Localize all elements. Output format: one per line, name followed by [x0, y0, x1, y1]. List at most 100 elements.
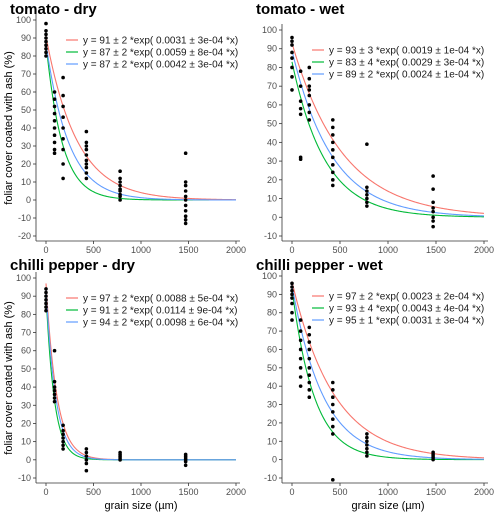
data-point	[84, 162, 89, 166]
legend-label: y = 87 ± 2 *exp( 0.0042 ± 3e-04 *x)	[83, 60, 238, 71]
data-point	[365, 204, 369, 208]
data-point	[183, 209, 188, 213]
data-point	[298, 69, 303, 73]
data-point	[290, 50, 294, 55]
y-tick-label: 0	[272, 212, 277, 222]
y-tick-label: 30	[21, 141, 31, 151]
data-point	[298, 366, 303, 370]
fit-curve-1	[291, 281, 485, 459]
panel-1: tomato - dry -20 -10 0 10 20 30 40 50 60 70 80 90 100…	[3, 1, 246, 255]
data-point	[331, 395, 335, 400]
data-point	[365, 185, 369, 190]
panel-title: chilli pepper - wet	[256, 257, 383, 274]
data-point	[44, 32, 48, 37]
data-point	[290, 56, 294, 60]
data-point	[183, 183, 188, 188]
y-tick-label: 60	[21, 87, 31, 97]
data-point	[431, 206, 435, 210]
data-point	[61, 423, 65, 428]
x-axis-label: grain size (µm)	[105, 500, 178, 512]
data-point	[84, 171, 89, 175]
data-point	[298, 106, 303, 111]
y-tick-label: 90	[21, 291, 31, 301]
data-point	[52, 348, 57, 353]
legend-label: y = 87 ± 2 *exp( 0.0059 ± 8e-04 *x)	[83, 48, 238, 59]
x-tick-label: 2000	[474, 245, 494, 255]
data-point	[52, 399, 57, 404]
data-point	[183, 221, 188, 226]
data-point	[290, 310, 294, 315]
data-point	[52, 126, 57, 130]
data-point	[44, 54, 48, 58]
data-point	[431, 224, 435, 229]
data-point	[298, 329, 303, 333]
data-point	[365, 196, 369, 201]
data-point	[61, 75, 65, 80]
data-point	[290, 35, 294, 40]
y-tick-label: -10	[264, 473, 277, 483]
data-point	[52, 104, 57, 109]
data-point	[307, 103, 312, 107]
data-point	[290, 296, 294, 300]
x-tick-label: 500	[86, 487, 101, 497]
data-point	[365, 193, 369, 197]
data-point	[183, 198, 188, 202]
data-point	[61, 104, 65, 109]
data-point	[84, 447, 89, 451]
data-point	[290, 292, 294, 297]
data-point	[44, 301, 48, 306]
x-tick-label: 0	[289, 487, 294, 497]
legend-label: y = 94 ± 2 *exp( 0.0098 ± 6e-04 *x)	[83, 318, 238, 329]
data-point	[290, 318, 294, 322]
y-tick-label: -20	[18, 231, 31, 241]
legend-label: y = 89 ± 2 *exp( 0.0024 ± 1e-04 *x)	[329, 70, 484, 81]
x-tick-label: 2000	[226, 487, 246, 497]
y-tick-label: 10	[21, 177, 31, 187]
x-tick-label: 1500	[178, 245, 198, 255]
y-tick-label: 80	[267, 62, 277, 72]
data-point	[298, 112, 303, 117]
data-point	[44, 50, 48, 55]
data-point	[290, 288, 294, 293]
fit-curve-3	[45, 43, 236, 201]
data-point	[307, 332, 312, 337]
data-point	[331, 380, 335, 385]
data-point	[331, 478, 335, 482]
panel-title: tomato - wet	[256, 1, 344, 18]
y-tick-label: 30	[267, 156, 277, 166]
x-tick-label: 1500	[178, 487, 198, 497]
data-point	[84, 129, 89, 134]
y-tick-label: 70	[267, 81, 277, 91]
data-point	[44, 29, 48, 33]
data-point	[84, 458, 89, 462]
y-tick-label: 30	[21, 400, 31, 410]
data-point	[118, 198, 122, 202]
y-tick-label: 50	[267, 119, 277, 129]
data-point	[44, 39, 48, 44]
data-point	[52, 396, 57, 400]
data-point	[118, 180, 122, 184]
data-point	[307, 325, 312, 330]
data-point	[44, 47, 48, 51]
y-tick-label: 90	[267, 289, 277, 299]
data-point	[44, 308, 48, 313]
data-point	[52, 147, 57, 152]
data-point	[307, 84, 312, 88]
data-point	[290, 39, 294, 44]
fit-curve-2	[291, 288, 484, 461]
data-point	[61, 115, 65, 119]
data-point	[298, 84, 303, 88]
data-point	[365, 443, 369, 447]
y-axis-label: foliar cover coated with ash (%)	[3, 51, 15, 204]
data-point	[365, 189, 369, 193]
y-tick-label: 100	[16, 273, 31, 283]
data-point	[331, 140, 335, 145]
data-point	[44, 298, 48, 302]
y-tick-label: 100	[16, 15, 31, 25]
data-point	[365, 454, 369, 458]
data-point	[331, 432, 335, 436]
data-point	[431, 215, 435, 220]
data-point	[183, 203, 188, 208]
